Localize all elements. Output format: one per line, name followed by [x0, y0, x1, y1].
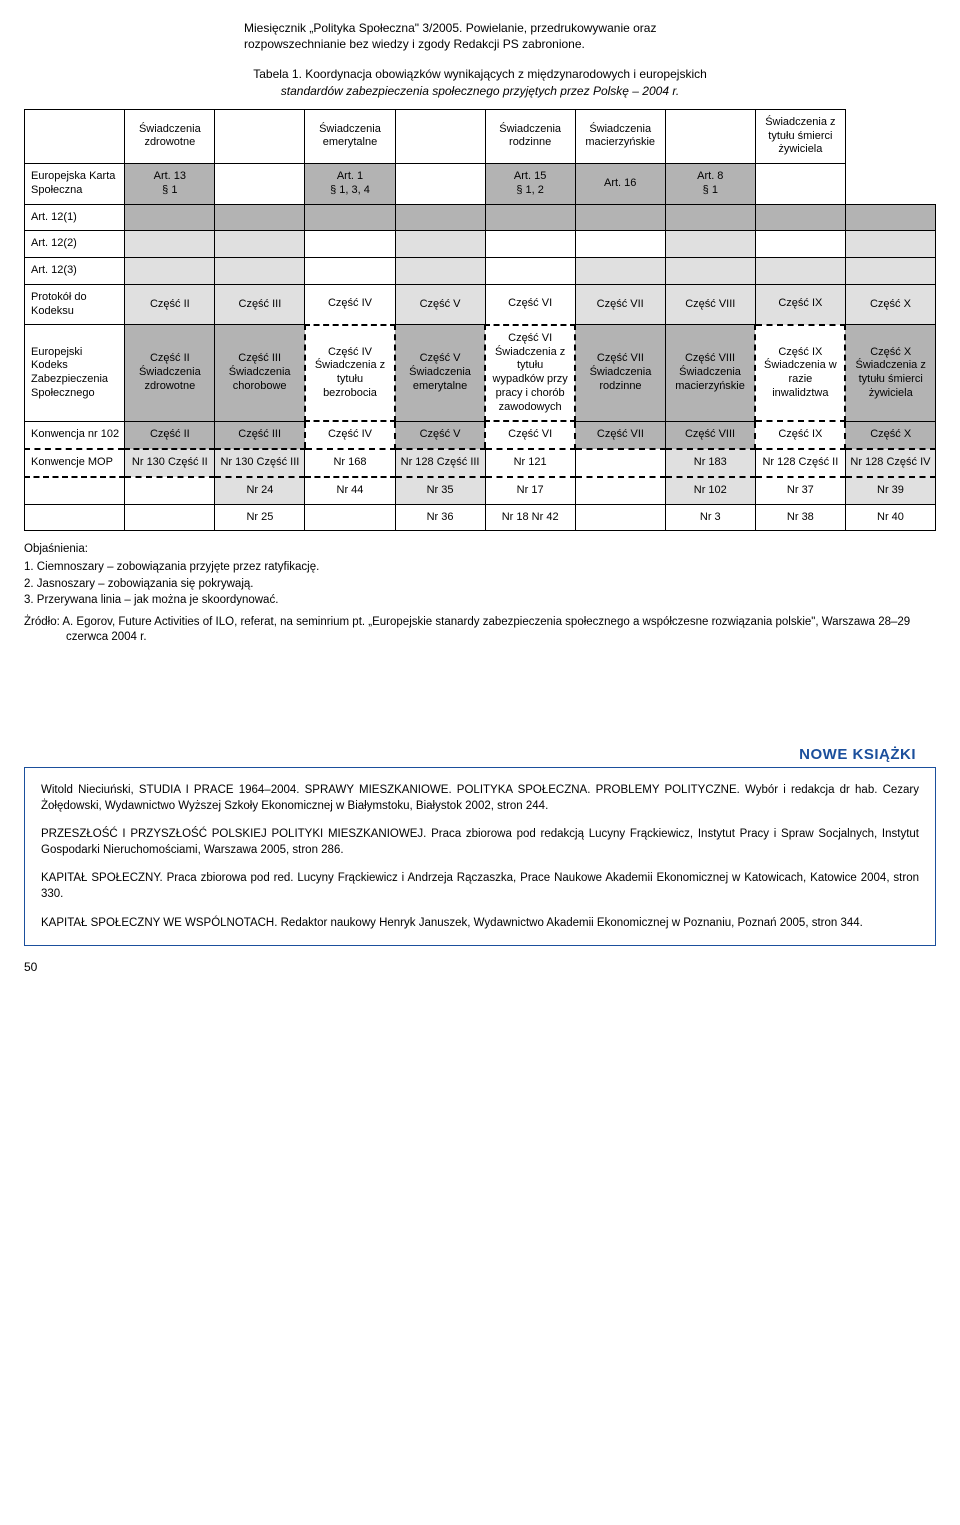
hdr-c1: Świadczenia zdrowotne [125, 109, 215, 163]
explanation: Objaśnienia: 1. Ciemnoszary – zobowiązan… [24, 541, 936, 609]
header-row: Świadczenia zdrowotne Świadczenia emeryt… [25, 109, 936, 163]
row-nr-a: Nr 24 Nr 44 Nr 35 Nr 17 Nr 102 Nr 37 Nr … [25, 477, 936, 504]
caption-line2: standardów zabezpieczenia społecznego pr… [281, 84, 679, 98]
book-3: KAPITAŁ SPOŁECZNY. Praca zbiorowa pod re… [41, 870, 919, 902]
hdr-c5: Świadczenia rodzinne [485, 109, 575, 163]
book-4: KAPITAŁ SPOŁECZNY WE WSPÓLNOTACH. Redakt… [41, 915, 919, 931]
new-books-title: NOWE KSIĄŻKI [24, 746, 936, 763]
hdr-c8: Świadczenia z tytułu śmierci żywiciela [755, 109, 845, 163]
row-ekzs: Europejski Kodeks Zabezpieczenia Społecz… [25, 325, 936, 422]
explain-l3: 3. Przerywana linia – jak można je skoor… [24, 592, 936, 609]
row-nr-b: Nr 25 Nr 36 Nr 18 Nr 42 Nr 3 Nr 38 Nr 40 [25, 504, 936, 531]
eks-label: Europejska Karta Społeczna [25, 164, 125, 205]
book-2: PRZESZŁOŚĆ I PRZYSZŁOŚĆ POLSKIEJ POLITYK… [41, 826, 919, 858]
row-art123: Art. 12(3) [25, 258, 936, 285]
explain-title: Objaśnienia: [24, 541, 936, 558]
table-caption: Tabela 1. Koordynacja obowiązków wynikaj… [24, 66, 936, 98]
source: Żródło: A. Egorov, Future Activities of … [24, 615, 936, 646]
caption-line1: Tabela 1. Koordynacja obowiązków wynikaj… [253, 67, 707, 81]
books-box: Witold Nieciuński, STUDIA I PRACE 1964–2… [24, 767, 936, 946]
row-art121: Art. 12(1) [25, 204, 936, 231]
row-konw102: Konwencja nr 102 Część II Część III Częś… [25, 421, 936, 449]
row-art122: Art. 12(2) [25, 231, 936, 258]
row-eks: Europejska Karta Społeczna Art. 13§ 1 Ar… [25, 164, 936, 205]
explain-l1: 1. Ciemnoszary – zobowiązania przyjęte p… [24, 559, 936, 576]
hdr-c6: Świadczenia macierzyńskie [575, 109, 665, 163]
main-table: Świadczenia zdrowotne Świadczenia emeryt… [24, 109, 936, 532]
row-mop: Konwencje MOP Nr 130 Część II Nr 130 Czę… [25, 449, 936, 477]
header-note: Miesięcznik „Polityka Społeczna" 3/2005.… [244, 20, 694, 52]
page-number: 50 [24, 960, 936, 974]
row-protokol: Protokół do Kodeksu Część II Część III C… [25, 284, 936, 325]
book-1: Witold Nieciuński, STUDIA I PRACE 1964–2… [41, 782, 919, 814]
new-books-section: NOWE KSIĄŻKI Witold Nieciuński, STUDIA I… [24, 746, 936, 946]
hdr-c3: Świadczenia emerytalne [305, 109, 395, 163]
explain-l2: 2. Jasnoszary – zobowiązania się pokrywa… [24, 576, 936, 593]
